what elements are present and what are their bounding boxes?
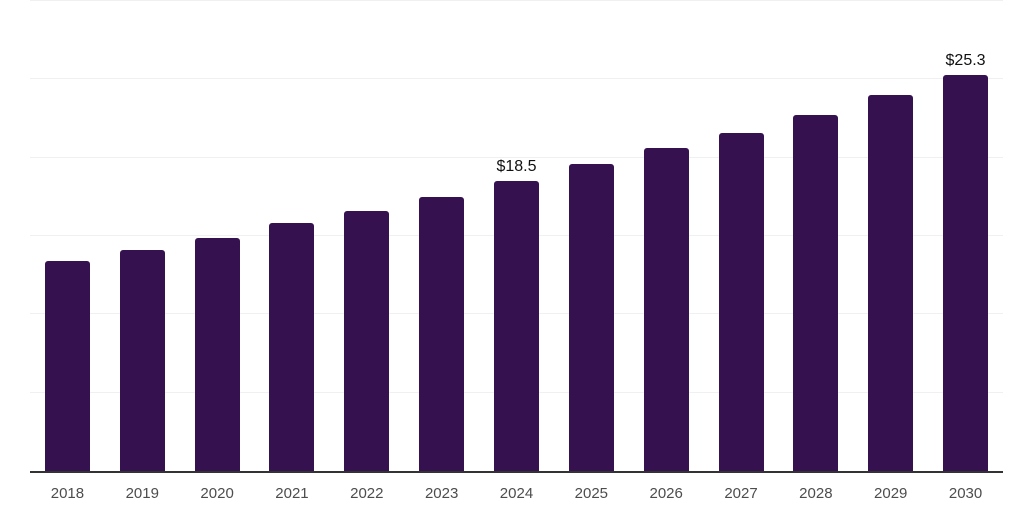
x-tick-label-2025: 2025 (574, 485, 609, 502)
x-axis-labels: 2018 2019 2020 2021 2022 2023 2024 2025 2026 2027… (30, 485, 1003, 503)
x-tick-label-2027: 2027 (724, 485, 758, 502)
bar-2027 (718, 132, 764, 471)
bar-slot-2023 (404, 1, 479, 471)
x-tick-label-2024: 2024 (499, 485, 534, 502)
x-tick-label-2019: 2019 (125, 485, 159, 502)
bars: $18.5 $25.3 (30, 1, 1003, 471)
gridline-30 (30, 0, 1003, 1)
bar-value-label-2030: $25.3 (945, 51, 986, 69)
bar-slot-2018 (30, 1, 105, 471)
bar-value-label-2024: $18.5 (496, 158, 537, 176)
bar-slot-2027 (704, 1, 779, 471)
x-tick-label-2020: 2020 (200, 485, 234, 502)
bar-slot-2019 (105, 1, 180, 471)
bar-2029 (868, 95, 914, 471)
bar-2023 (419, 196, 465, 471)
x-tick-label-2028: 2028 (799, 485, 833, 502)
x-tick-label-2018: 2018 (50, 485, 85, 502)
bar-slot-2030: $25.3 (928, 1, 1003, 471)
x-tick-label-2023: 2023 (424, 485, 459, 502)
bar-2030 (943, 74, 989, 471)
bar-slot-2022 (329, 1, 404, 471)
bar-2020 (194, 237, 240, 471)
gridline-20 (30, 156, 1003, 158)
bar-2018 (44, 261, 90, 471)
x-tick-label-2030: 2030 (948, 485, 983, 502)
bar-2019 (119, 250, 165, 471)
bar-slot-2025 (554, 1, 629, 471)
gridline-25 (30, 78, 1003, 80)
bar-2021 (269, 223, 315, 471)
bar-slot-2026 (629, 1, 704, 471)
bar-2025 (568, 163, 614, 471)
bar-2024 (493, 181, 539, 471)
bar-2028 (793, 115, 839, 471)
bar-slot-2029 (853, 1, 928, 471)
x-tick-label-2029: 2029 (874, 485, 908, 502)
x-tick-label-2021: 2021 (275, 485, 309, 502)
bar-slot-2021 (255, 1, 330, 471)
plot-area: $18.5 $25.3 (30, 0, 1003, 473)
bar-slot-2024: $18.5 (479, 1, 554, 471)
bar-2026 (643, 148, 689, 471)
x-tick-label-2026: 2026 (649, 485, 683, 502)
bar-slot-2020 (180, 1, 255, 471)
bar-slot-2028 (778, 1, 853, 471)
x-tick-label-2022: 2022 (350, 485, 384, 502)
bar-2022 (344, 210, 390, 471)
